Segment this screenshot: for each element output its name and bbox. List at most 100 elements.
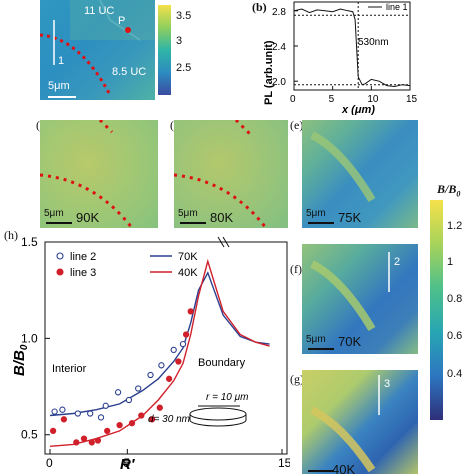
- point-line-3: [60, 416, 68, 423]
- map-a: 11 UC P 1 8.5 UC 5μm: [40, 0, 155, 100]
- fit-line-40K: [49, 258, 270, 447]
- chart-b-ylabel: PL (arb.unit): [263, 40, 275, 105]
- chart-b-xtick-label: 5: [329, 94, 335, 105]
- legend-label: line 2: [70, 251, 96, 263]
- legend-marker: [56, 252, 64, 260]
- scale-e: 5μm: [306, 208, 326, 219]
- axis-break-1: [217, 236, 225, 248]
- label-e: (e): [290, 118, 304, 132]
- chart-h-ytick-label: 1.5: [21, 236, 38, 249]
- point-line-2: [114, 389, 122, 396]
- temp-g: 40K: [332, 462, 356, 474]
- point-line-2: [97, 414, 105, 421]
- line-2-label: 2: [394, 256, 401, 268]
- boundary-d: [174, 120, 268, 228]
- chart-h-xlabel: R′: [120, 456, 136, 470]
- colorbar-right: [430, 200, 443, 420]
- label-f: (f): [290, 262, 302, 276]
- texture-f: [310, 252, 390, 332]
- colorbar-right-tick-4: 0.4: [447, 368, 463, 380]
- point-line-3: [187, 308, 194, 315]
- label-b: (b): [252, 0, 267, 14]
- scale-f: 5μm: [306, 334, 326, 345]
- chart-h-frame: [44, 241, 288, 455]
- scalebar-g: [308, 470, 334, 472]
- colorbar-right-tick-0: 1.2: [447, 220, 463, 232]
- map-e: 75K 5μm: [302, 120, 418, 228]
- chart-b-ytick-label: 2.0: [272, 77, 286, 88]
- boundary-c: [40, 120, 134, 228]
- point-line-2: [158, 362, 165, 369]
- point-line-2: [87, 410, 94, 417]
- colorbar-right-title-text: B/B: [437, 182, 457, 196]
- label-1: 1: [58, 55, 65, 67]
- chart-h-ylabel-main: B/B: [11, 350, 28, 376]
- chart-b-line: [293, 8, 411, 88]
- chart-b-ytick-label: 2.4: [272, 42, 286, 53]
- chart-b-xlabel: x (μm): [341, 104, 375, 115]
- map-f: 2 70K 5μm: [302, 244, 418, 354]
- label-11uc: 11 UC: [84, 5, 115, 17]
- colorbar-a: [158, 5, 171, 95]
- label-h: (h): [4, 228, 18, 242]
- legend-label: line 3: [70, 267, 96, 279]
- point-line-2: [135, 385, 142, 392]
- colorbar-right-title-sub: 0: [456, 189, 461, 199]
- chart-h-ylabel-sub: 0: [19, 344, 30, 350]
- axis-break-2: [222, 236, 230, 248]
- temp-f: 70K: [338, 334, 362, 349]
- point-line-2: [147, 371, 154, 379]
- chart-h-ylabel: B/B0: [11, 344, 30, 376]
- boundary-a: [40, 0, 155, 96]
- scale-d: 5μm: [178, 208, 198, 219]
- point-line-2: [51, 408, 58, 415]
- chart-b-annotation: 530nm: [358, 37, 389, 48]
- map-d: 80K 5μm: [174, 120, 288, 228]
- temp-c: 90K: [76, 210, 100, 225]
- interior-label: Interior: [52, 363, 87, 375]
- texture-e: [310, 131, 376, 203]
- chart-b-xtick-label: 10: [367, 94, 379, 105]
- chart-b-xtick-label: 0: [290, 94, 296, 105]
- temp-e: 75K: [338, 210, 362, 225]
- colorbar-a-tick-0: 3.5: [176, 10, 192, 22]
- chart-h-xtick-label: 5: [123, 456, 130, 470]
- colorbar-right-tick-1: 1: [447, 256, 454, 268]
- d-label: d= 30 nm: [148, 414, 190, 425]
- chart-h-xtick-label: 15: [278, 456, 290, 470]
- map-c: 90K 5μm: [40, 120, 158, 228]
- point-line-2: [102, 402, 109, 409]
- chart-h-xtick-label: 0: [46, 456, 53, 470]
- disk-inset: r = 10 μm d= 30 nm: [148, 392, 248, 427]
- colorbar-a-tick-2: 2.5: [176, 62, 192, 74]
- point-line-3: [94, 437, 102, 444]
- temp-d: 80K: [210, 210, 234, 225]
- point-line-2: [74, 410, 81, 417]
- point-line-3: [88, 439, 95, 446]
- scale-a: 5μm: [48, 80, 70, 92]
- boundary-label: Boundary: [198, 357, 246, 369]
- chart-b: PL (arb.unit) 2.8 2.4 2.0 0 5 10 15 530nm line…: [263, 1, 418, 115]
- point-line-3: [165, 375, 173, 382]
- map-g: 3 40K: [302, 370, 418, 474]
- point-line-2: [125, 396, 133, 404]
- scalebar-f: [308, 348, 334, 350]
- point-line-3: [156, 404, 163, 411]
- legend-label: 40K: [178, 267, 198, 279]
- point-line-3: [175, 358, 182, 365]
- colorbar-a-tick-1: 3: [176, 35, 183, 47]
- point-line-3: [104, 427, 111, 435]
- point-line-2: [59, 406, 66, 413]
- line-3-label: 3: [384, 378, 391, 390]
- point-line-2: [170, 346, 177, 354]
- legend-marker: [56, 268, 64, 276]
- scale-c: 5μm: [44, 208, 64, 219]
- point-line-2: [179, 340, 187, 348]
- r-label: r = 10 μm: [206, 392, 248, 403]
- point-line-3: [182, 331, 190, 338]
- point-line-3: [128, 420, 136, 427]
- point-line-3: [116, 421, 123, 429]
- chart-h-ytick-label: 1.0: [21, 331, 38, 345]
- chart-b-ytick-label: 2.8: [272, 7, 286, 18]
